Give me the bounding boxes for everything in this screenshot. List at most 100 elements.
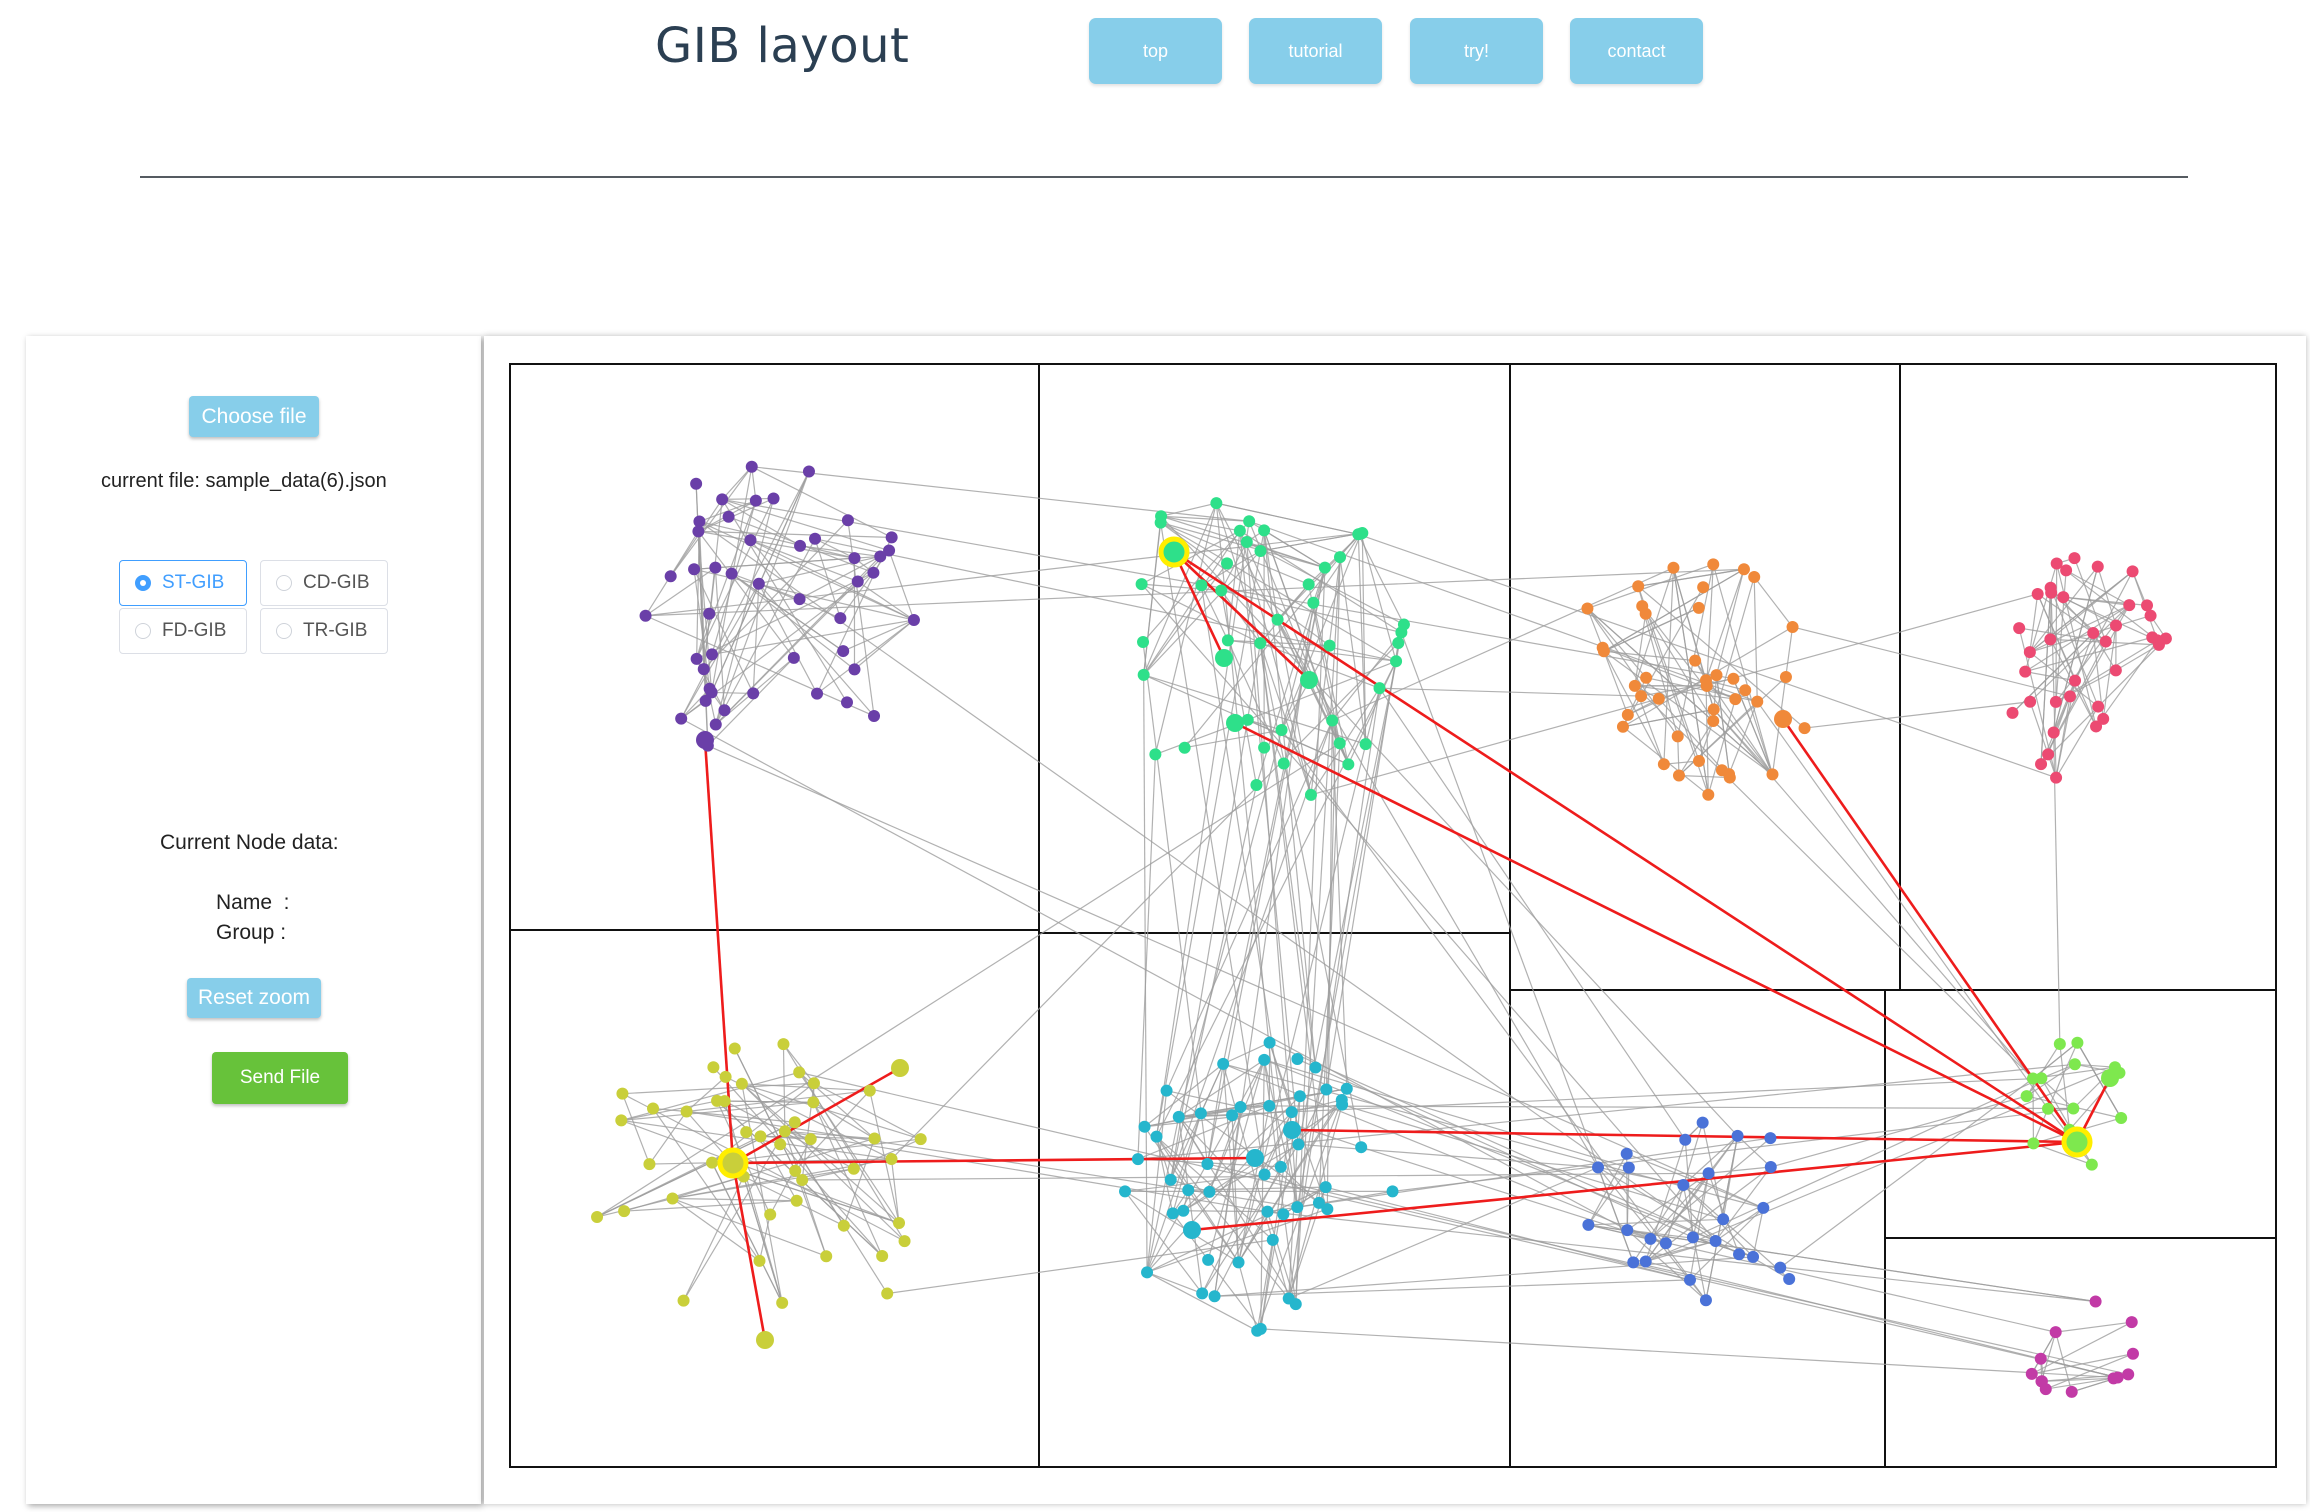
edge (1184, 729, 1282, 749)
graph-node (1172, 1110, 1185, 1123)
graph-node (1779, 671, 1792, 684)
graph-node (2109, 664, 2122, 677)
layout-option-label: TR-GIB (303, 620, 368, 641)
graph-node (2044, 581, 2057, 594)
edge (1260, 1059, 1265, 1329)
edge (857, 580, 915, 621)
edge (645, 532, 1363, 617)
edge (1588, 1224, 2096, 1303)
graph-node (747, 687, 760, 700)
send-file-button[interactable]: Send File (212, 1052, 348, 1104)
neighbor-node (1300, 671, 1318, 689)
edge (1288, 688, 1381, 1299)
edge (722, 497, 774, 501)
graph-node (1201, 1157, 1214, 1170)
edge (1341, 1104, 1724, 1220)
edge (621, 1100, 718, 1121)
edge (891, 642, 1399, 1160)
graph-node (1208, 1290, 1221, 1303)
graph-node (1217, 1057, 1230, 1070)
nav-tutorial-button[interactable]: tutorial (1249, 18, 1382, 84)
edge (731, 573, 855, 670)
graph-node (1250, 779, 1263, 792)
graph-node (848, 552, 861, 565)
graph-node (591, 1210, 604, 1223)
graph-node (804, 1133, 817, 1146)
nav-top-button[interactable]: top (1089, 18, 1222, 84)
graph-node (1271, 613, 1284, 626)
graph-node (1277, 757, 1290, 770)
graph-canvas[interactable] (484, 336, 2306, 1504)
edge (1634, 567, 1675, 687)
selected-edge (703, 739, 735, 1164)
edge (2049, 570, 2133, 640)
edge (1715, 1207, 1764, 1242)
graph-node (1282, 1292, 1295, 1305)
choose-file-button[interactable]: Choose file (189, 396, 319, 437)
edge (1678, 774, 1730, 779)
edge (784, 1130, 888, 1294)
edge (672, 1198, 760, 1262)
edge (2095, 640, 2158, 727)
graph-node (1166, 1207, 1179, 1220)
edge (1239, 530, 1300, 1145)
graph-node (1291, 1201, 1304, 1214)
graph-node (847, 1162, 860, 1175)
graph-node (2092, 700, 2105, 713)
graph-node (1390, 655, 1403, 668)
edge (1155, 521, 1250, 1137)
nav-contact-button[interactable]: contact (1570, 18, 1703, 84)
edge (1220, 590, 1258, 786)
reset-zoom-button[interactable]: Reset zoom (187, 978, 321, 1018)
graph-node (1131, 1153, 1144, 1166)
graph-node (1177, 1204, 1190, 1217)
node-group-label: Group : (216, 921, 287, 944)
selected-edge (732, 1156, 1256, 1165)
control-panel: Choose file current file: sample_data(6)… (26, 336, 481, 1504)
graph-node (1764, 1132, 1777, 1145)
graph-node (907, 614, 920, 627)
graph-node (2042, 748, 2055, 761)
nav-try-button[interactable]: try! (1410, 18, 1543, 84)
graph-node (1686, 1231, 1699, 1244)
edge (717, 1100, 814, 1103)
layout-option-tr-gib[interactable]: TR-GIB (260, 608, 388, 654)
edge (1677, 564, 1714, 737)
edge (1715, 569, 1745, 676)
layout-option-cd-gib[interactable]: CD-GIB (260, 560, 388, 606)
graph-node (1707, 714, 1720, 727)
edge (741, 1083, 870, 1092)
graph-node (1312, 1196, 1325, 1209)
edge (2076, 1042, 2122, 1119)
graph-node (1275, 724, 1288, 737)
graph-node (1628, 679, 1641, 692)
edge (2031, 1331, 2057, 1375)
edge (1237, 1105, 1270, 1263)
edge (1713, 709, 2034, 1079)
edge (1143, 563, 1228, 676)
graph-nodes (591, 460, 2172, 1398)
neighbor-node (1246, 1149, 1264, 1167)
edge (1124, 1190, 1203, 1294)
edge (2047, 1042, 2078, 1110)
edge (743, 1176, 783, 1304)
edge (1347, 660, 1397, 765)
edge (1677, 736, 1680, 776)
layout-option-fd-gib[interactable]: FD-GIB (119, 608, 247, 654)
graph-node (709, 561, 722, 574)
graph-node (796, 1174, 809, 1187)
graph-node (840, 696, 853, 709)
graph-node (2097, 712, 2110, 725)
graph-node (1291, 1053, 1304, 1066)
graph-node (2099, 635, 2112, 648)
graph-node (2039, 1383, 2052, 1396)
graph-node (2126, 1347, 2139, 1360)
graph-node (1717, 1213, 1730, 1226)
graph-node (1702, 788, 1715, 801)
edge (1146, 1271, 1203, 1294)
layout-option-st-gib[interactable]: ST-GIB (119, 560, 247, 606)
current-file-label: current file: sample_data(6).json (101, 470, 387, 492)
layout-option-label: FD-GIB (162, 620, 227, 641)
graph-node (2091, 560, 2104, 573)
edge (1146, 1111, 1293, 1273)
